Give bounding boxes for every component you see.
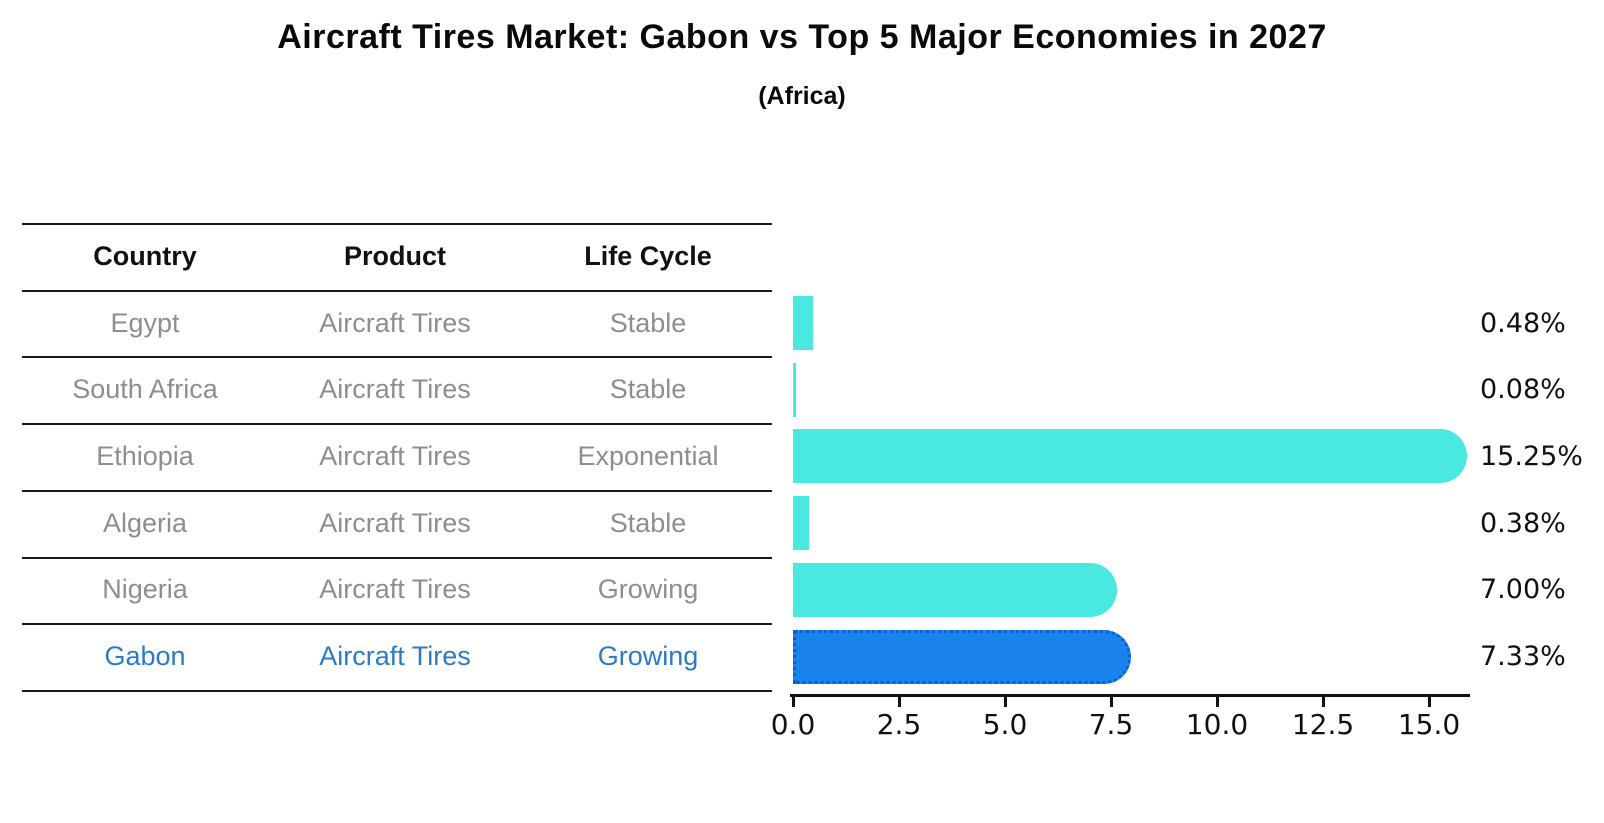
- bar-algeria: [793, 496, 810, 551]
- chart-subtitle: (Africa): [758, 82, 846, 110]
- table-cell-south-africa: Stable: [609, 374, 687, 405]
- x-axis-tick: [897, 694, 901, 707]
- table-cell-algeria: Algeria: [102, 507, 188, 538]
- table-cell-gabon: Aircraft Tires: [319, 641, 471, 672]
- table-cell-nigeria: Nigeria: [102, 574, 188, 605]
- table-cell-gabon: Gabon: [104, 641, 186, 672]
- table-cell-egypt: Aircraft Tires: [319, 307, 471, 338]
- x-axis-tick-label: 0.0: [770, 708, 816, 741]
- bar-value-label: 0.08%: [1480, 374, 1566, 406]
- bar-south-africa: [793, 362, 797, 417]
- table-cell-algeria: Aircraft Tires: [319, 507, 471, 538]
- x-axis-tick: [1003, 694, 1007, 707]
- x-axis-line: [790, 694, 1470, 697]
- table-cell-south-africa: Aircraft Tires: [319, 374, 471, 405]
- table-cell-ethiopia: Aircraft Tires: [319, 440, 471, 471]
- table-cell-nigeria: Growing: [597, 574, 699, 605]
- bar-value-label: 15.25%: [1480, 440, 1583, 472]
- table-cell-egypt: Stable: [609, 307, 687, 338]
- table-separator-line: [22, 556, 772, 559]
- table-header-product: Product: [343, 240, 446, 271]
- table-header-life-cycle: Life Cycle: [584, 240, 712, 271]
- table-header-country: Country: [93, 240, 197, 271]
- bar-nigeria: [793, 562, 1117, 617]
- bar-egypt: [793, 296, 814, 351]
- bar-value-label: 7.00%: [1480, 574, 1566, 606]
- table-cell-nigeria: Aircraft Tires: [319, 574, 471, 605]
- x-axis-tick: [791, 694, 795, 707]
- chart-title: Aircraft Tires Market: Gabon vs Top 5 Ma…: [277, 18, 1327, 56]
- bar-ethiopia: [793, 429, 1467, 484]
- x-axis-tick: [1109, 694, 1113, 707]
- x-axis-tick: [1427, 694, 1431, 707]
- table-separator-line: [22, 223, 772, 225]
- table-separator-line: [22, 289, 772, 292]
- x-axis-tick: [1321, 694, 1325, 707]
- x-axis-tick: [1215, 694, 1219, 707]
- bar-value-label: 0.38%: [1480, 507, 1566, 539]
- bar-gabon: [793, 629, 1131, 684]
- x-axis-tick-label: 2.5: [876, 708, 922, 741]
- table-cell-gabon: Growing: [597, 641, 699, 672]
- table-separator-line: [22, 356, 772, 359]
- bar-value-label: 7.33%: [1480, 641, 1566, 673]
- table-separator-line: [22, 423, 772, 426]
- table-cell-egypt: Egypt: [110, 307, 180, 338]
- x-axis-tick-label: 5.0: [982, 708, 1028, 741]
- table-cell-ethiopia: Ethiopia: [96, 440, 194, 471]
- x-axis-tick-label: 7.5: [1088, 708, 1134, 741]
- table-separator-line: [22, 689, 772, 692]
- table-cell-south-africa: South Africa: [72, 374, 218, 405]
- table-separator-line: [22, 489, 772, 492]
- table-cell-algeria: Stable: [609, 507, 687, 538]
- table-cell-ethiopia: Exponential: [577, 440, 719, 471]
- x-axis-tick-label: 15.0: [1397, 708, 1461, 741]
- bar-value-label: 0.48%: [1480, 307, 1566, 339]
- x-axis-tick-label: 12.5: [1291, 708, 1355, 741]
- table-separator-line: [22, 623, 772, 626]
- x-axis-tick-label: 10.0: [1185, 708, 1249, 741]
